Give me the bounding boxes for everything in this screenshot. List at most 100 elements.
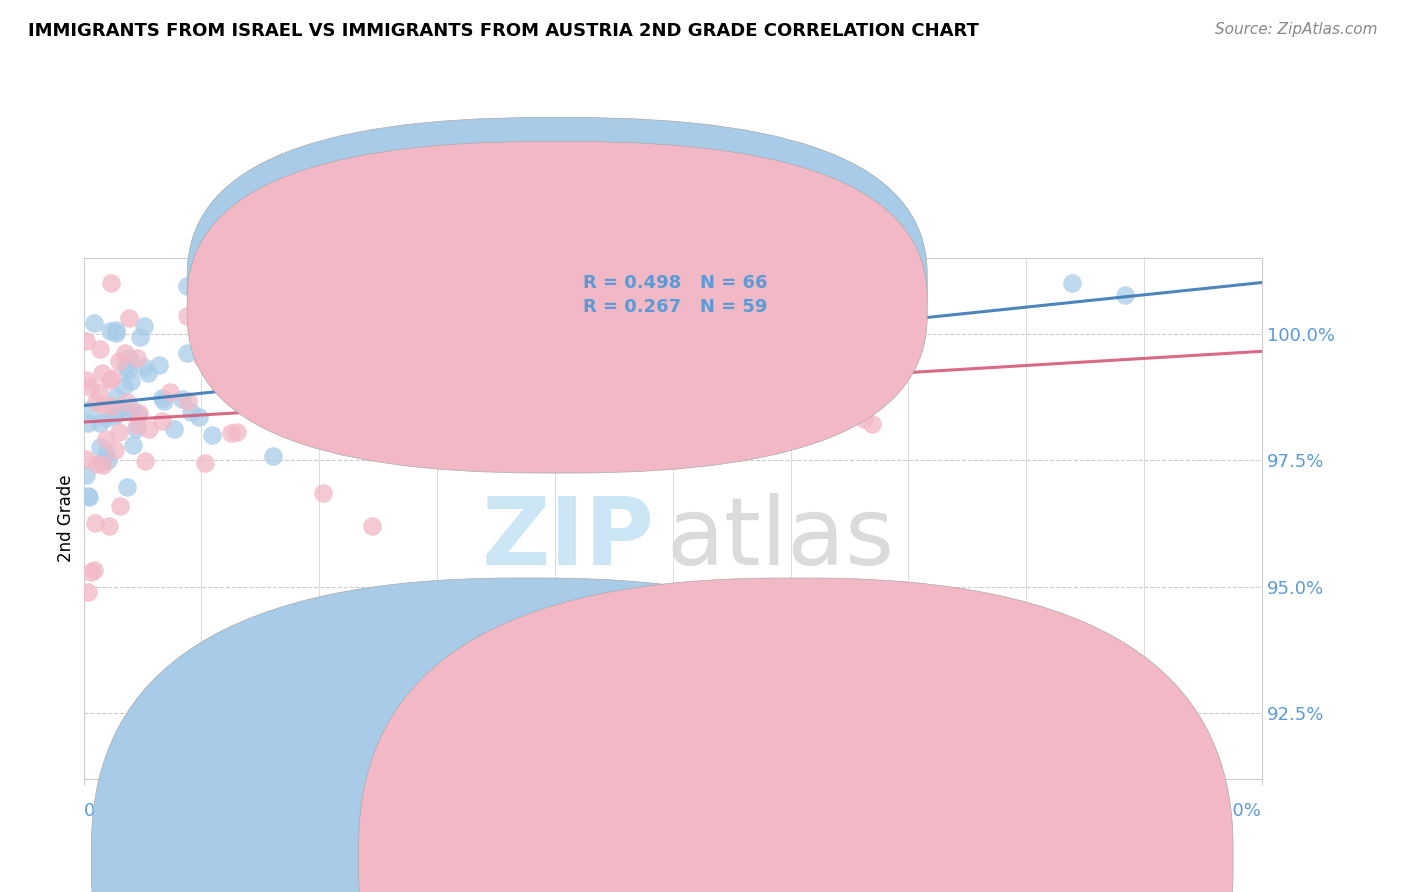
Point	[187, 409, 209, 424]
Point	[571, 411, 593, 425]
Point	[330, 304, 353, 318]
Point	[148, 359, 170, 373]
Point	[312, 485, 335, 500]
Point	[224, 359, 246, 373]
Point	[887, 357, 910, 371]
Point	[361, 519, 384, 533]
Point	[614, 430, 637, 444]
Point	[117, 362, 139, 376]
Point	[121, 438, 143, 452]
Point	[817, 344, 839, 359]
Point	[98, 373, 121, 387]
Point	[425, 396, 447, 410]
Point	[128, 406, 150, 420]
Point	[693, 336, 716, 351]
Point	[86, 457, 108, 471]
Point	[115, 395, 138, 409]
Point	[176, 279, 198, 293]
Point	[84, 395, 107, 409]
Text: Immigrants from Israel: Immigrants from Israel	[551, 850, 741, 868]
Point	[114, 346, 136, 360]
Point	[117, 310, 139, 325]
Point	[77, 416, 100, 430]
Point	[195, 318, 218, 333]
FancyBboxPatch shape	[187, 118, 927, 449]
Text: Source: ZipAtlas.com: Source: ZipAtlas.com	[1215, 22, 1378, 37]
Point	[100, 276, 122, 290]
Point	[163, 422, 186, 436]
Point	[121, 403, 143, 417]
Point	[221, 425, 243, 440]
Point	[564, 354, 586, 368]
Point	[628, 406, 651, 420]
Point	[262, 450, 284, 464]
Point	[115, 359, 138, 373]
Point	[79, 380, 101, 394]
Point	[153, 394, 176, 409]
Point	[645, 401, 668, 415]
Point	[880, 359, 903, 373]
Point	[688, 370, 710, 384]
Point	[524, 376, 547, 390]
Point	[180, 404, 202, 418]
Point	[77, 403, 100, 417]
Point	[538, 301, 561, 315]
Point	[108, 354, 131, 368]
Point	[94, 432, 117, 446]
Point	[115, 480, 138, 494]
Point	[242, 363, 264, 377]
Point	[108, 425, 131, 439]
Point	[134, 453, 156, 467]
Point	[284, 405, 307, 419]
Point	[720, 325, 742, 339]
Point	[75, 468, 97, 483]
Point	[103, 409, 125, 424]
Text: ZIP: ZIP	[482, 493, 655, 585]
Point	[107, 406, 129, 420]
Point	[96, 411, 118, 425]
Point	[89, 440, 111, 454]
Point	[105, 326, 128, 340]
Point	[271, 355, 294, 369]
Point	[242, 364, 264, 378]
Point	[77, 490, 100, 504]
Point	[1060, 276, 1083, 290]
Point	[170, 392, 193, 406]
Point	[127, 418, 149, 433]
Text: IMMIGRANTS FROM ISRAEL VS IMMIGRANTS FROM AUSTRIA 2ND GRADE CORRELATION CHART: IMMIGRANTS FROM ISRAEL VS IMMIGRANTS FRO…	[28, 22, 979, 40]
Point	[215, 350, 238, 364]
FancyBboxPatch shape	[187, 142, 927, 473]
Point	[138, 422, 160, 436]
FancyBboxPatch shape	[531, 268, 779, 323]
Point	[80, 565, 103, 579]
Point	[84, 516, 107, 531]
Point	[661, 351, 683, 366]
Point	[342, 364, 364, 378]
Point	[76, 584, 98, 599]
Point	[104, 390, 127, 404]
Point	[89, 416, 111, 430]
Point	[112, 378, 135, 392]
Point	[105, 323, 128, 337]
Point	[138, 366, 160, 380]
Point	[94, 447, 117, 461]
Text: 20.0%: 20.0%	[1205, 803, 1263, 821]
Point	[118, 351, 141, 365]
Point	[176, 346, 198, 360]
Point	[876, 356, 898, 370]
Point	[87, 384, 110, 399]
Point	[83, 316, 105, 330]
Point	[226, 425, 249, 440]
Point	[526, 367, 548, 381]
Point	[75, 334, 97, 348]
Point	[177, 394, 200, 409]
Point	[858, 339, 880, 353]
Point	[75, 452, 97, 467]
Point	[194, 456, 217, 470]
Point	[101, 371, 124, 385]
Point	[125, 351, 148, 366]
Point	[120, 374, 142, 388]
Point	[96, 453, 118, 467]
Point	[860, 417, 883, 431]
Point	[765, 328, 787, 343]
